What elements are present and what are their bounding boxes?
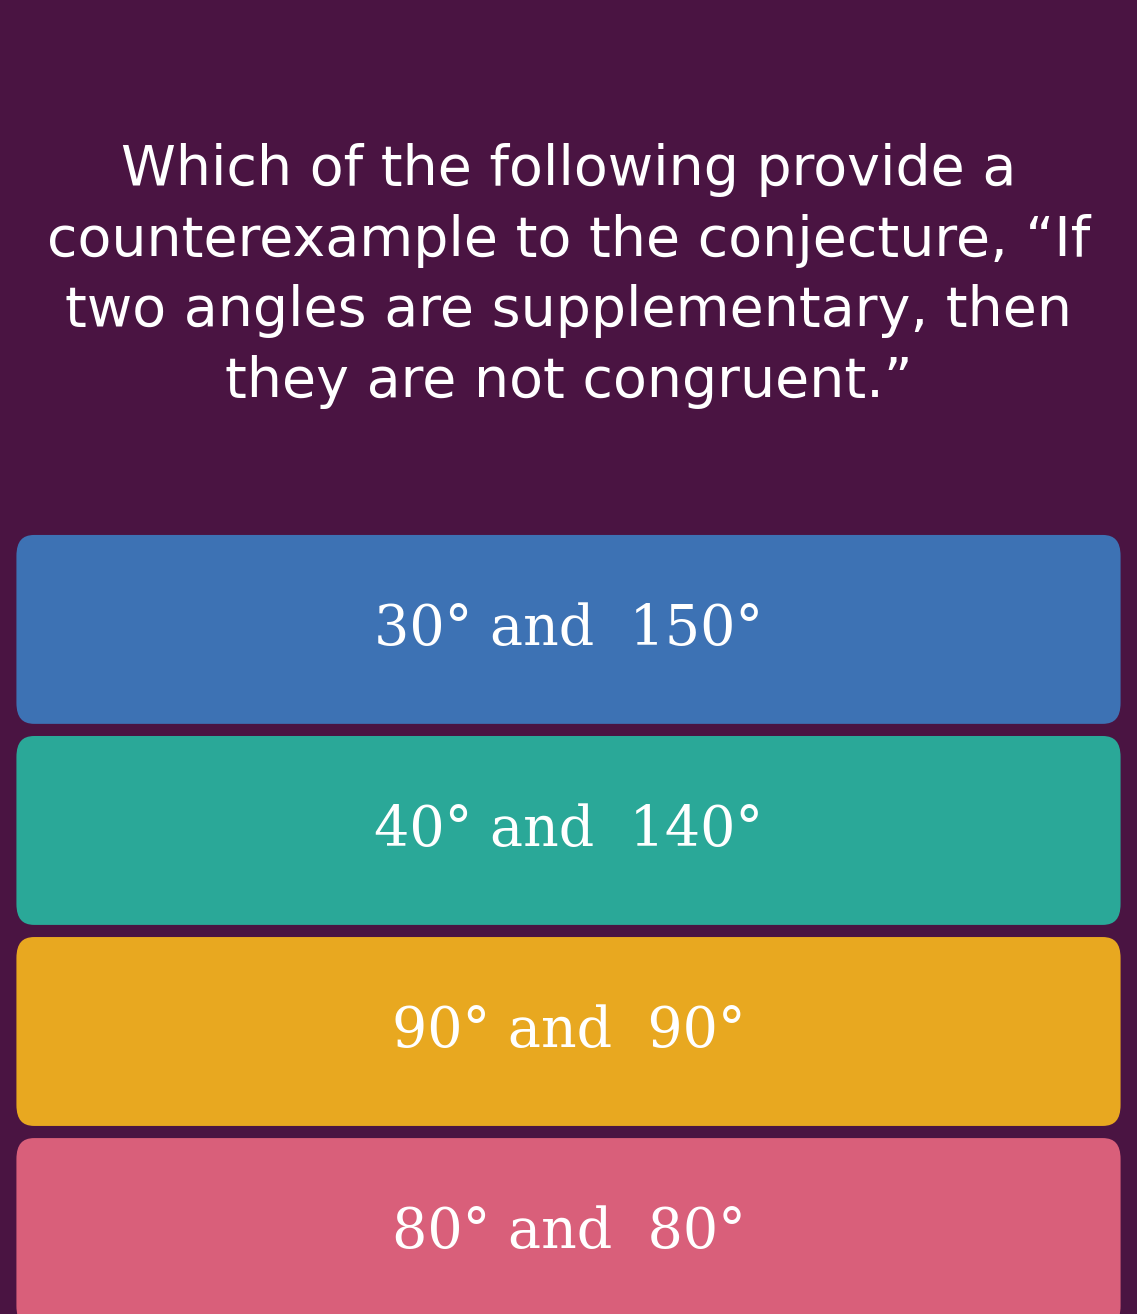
FancyBboxPatch shape xyxy=(14,934,1123,1129)
Text: 40° and  140°: 40° and 140° xyxy=(374,803,763,858)
Text: 80° and  80°: 80° and 80° xyxy=(391,1205,746,1260)
Text: 30° and  150°: 30° and 150° xyxy=(374,602,763,657)
Text: Which of the following provide a
counterexample to the conjecture, “If
two angle: Which of the following provide a counter… xyxy=(47,143,1090,409)
Text: 90° and  90°: 90° and 90° xyxy=(391,1004,746,1059)
FancyBboxPatch shape xyxy=(14,733,1123,928)
FancyBboxPatch shape xyxy=(14,1135,1123,1314)
FancyBboxPatch shape xyxy=(14,532,1123,727)
